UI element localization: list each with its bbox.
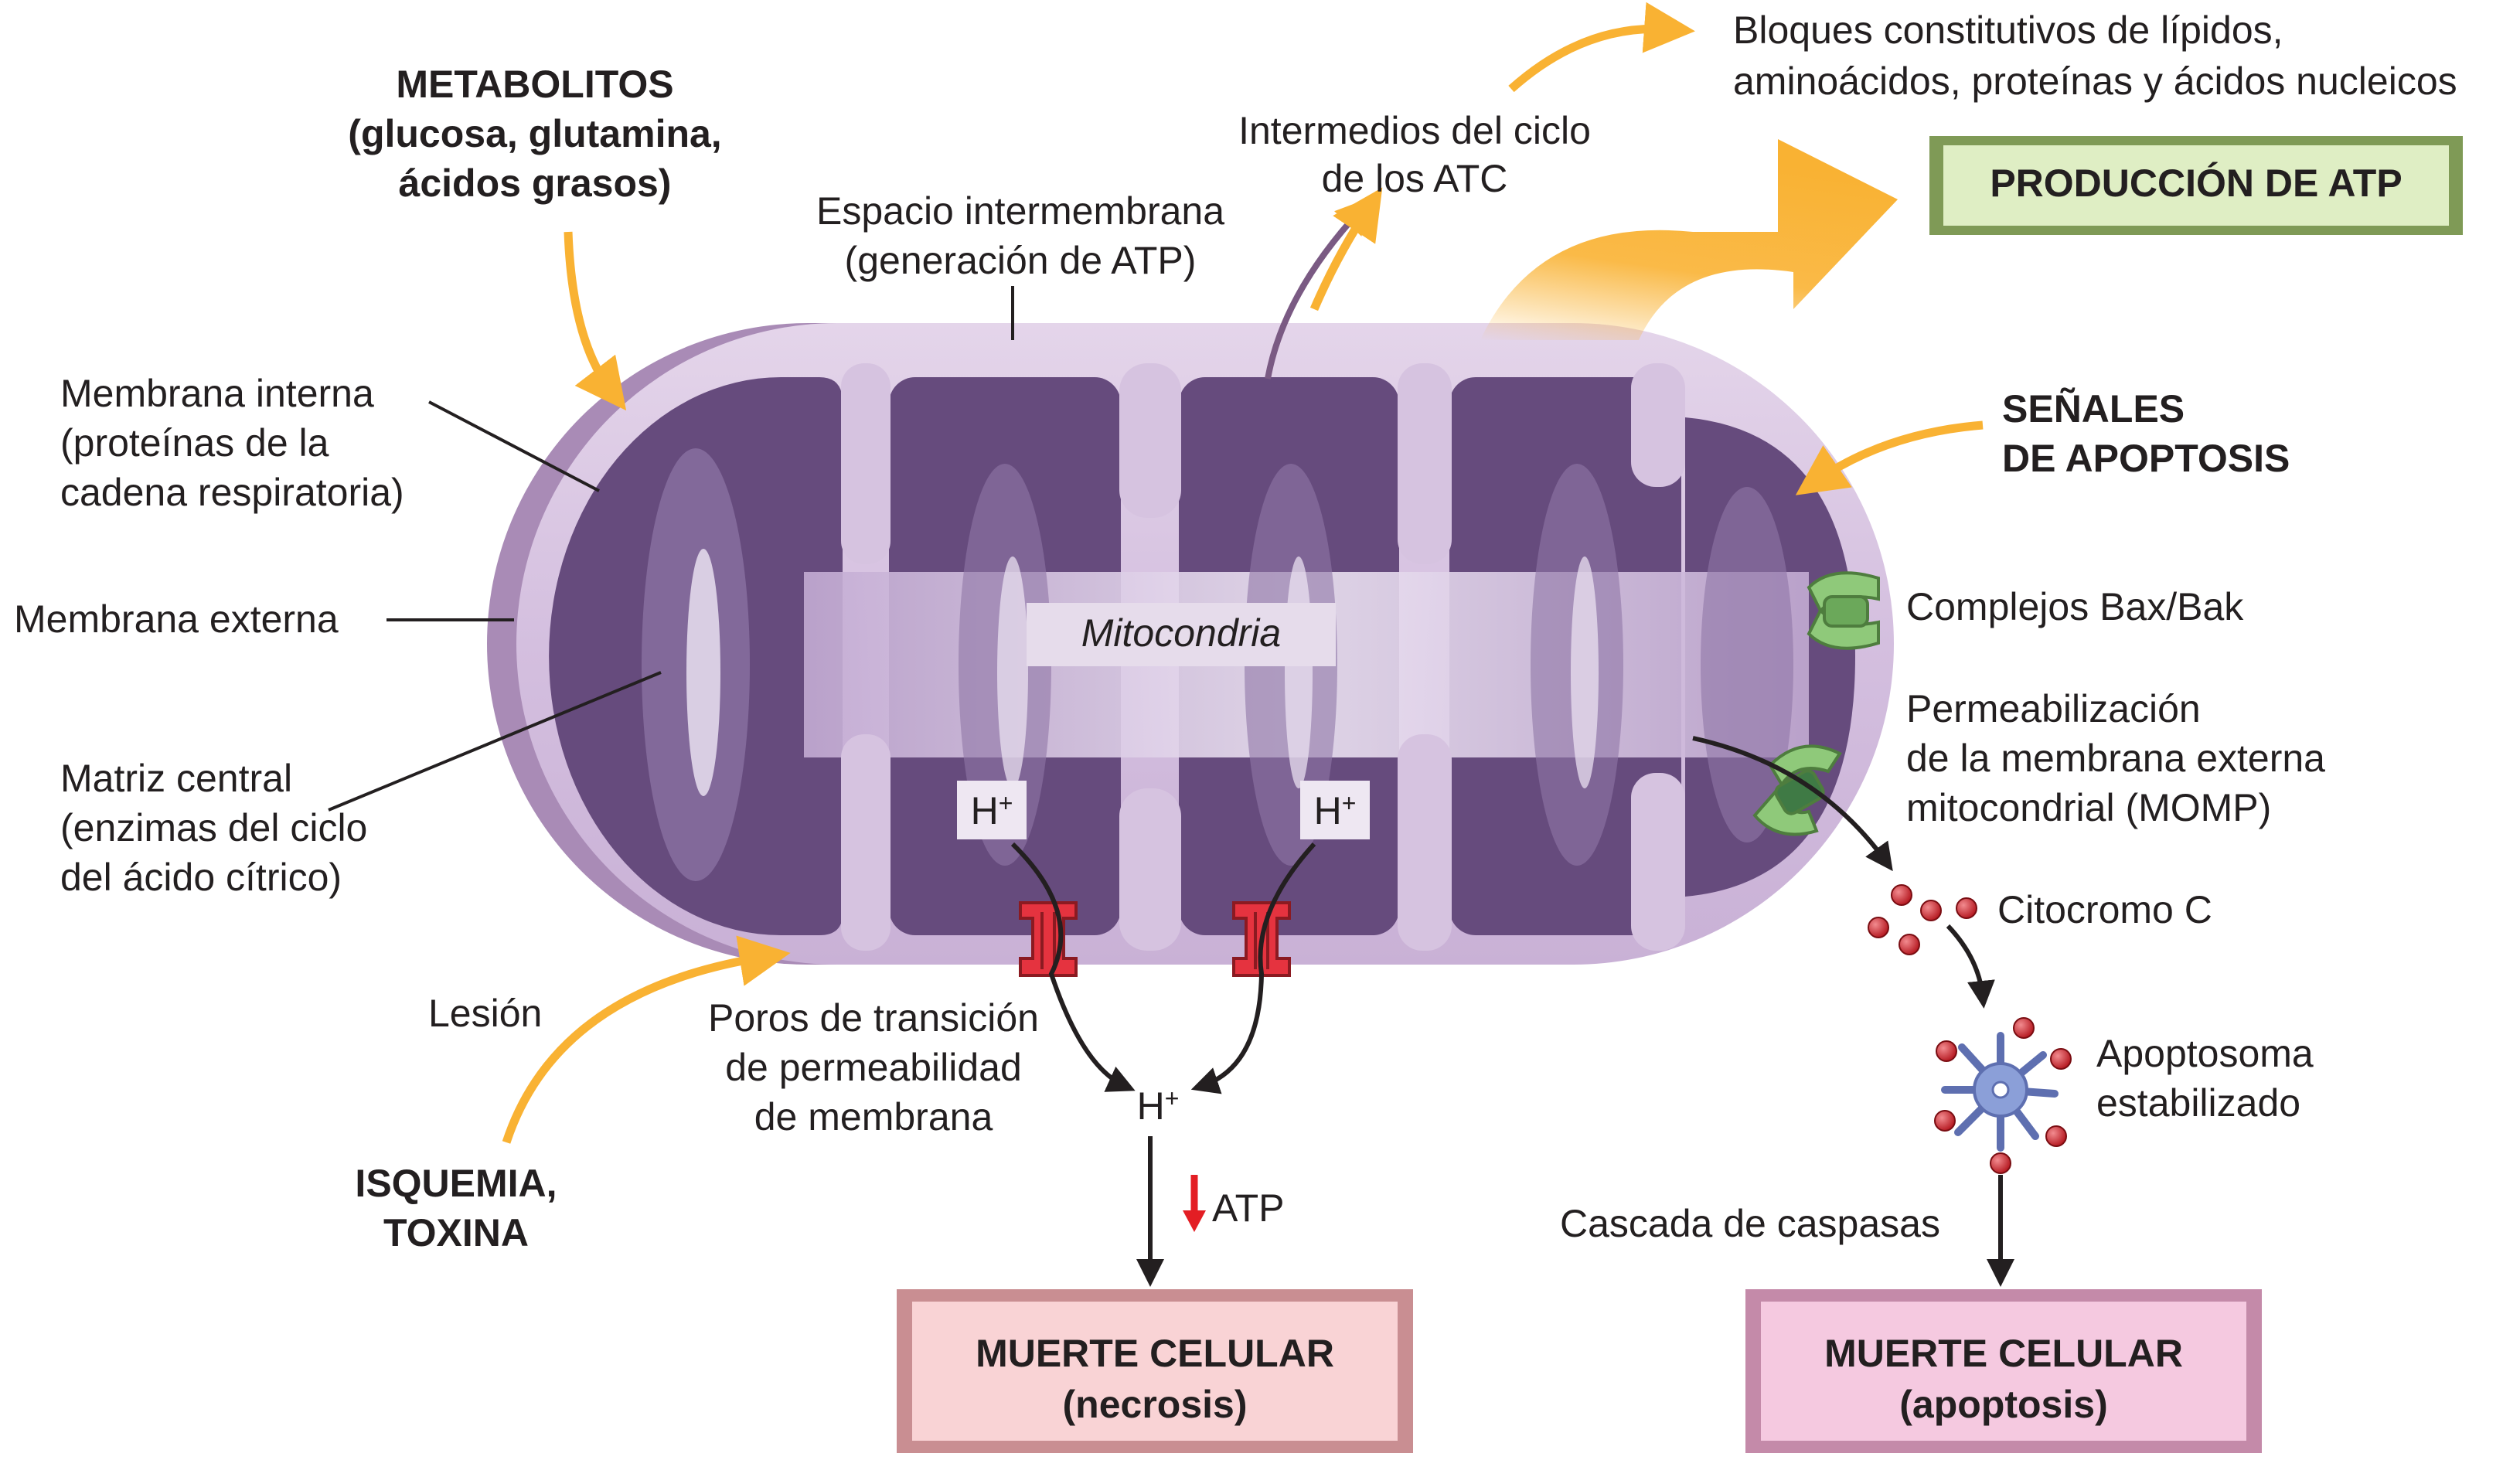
svg-text:cadena respiratoria): cadena respiratoria) [60, 471, 404, 514]
svg-text:(proteínas de la: (proteínas de la [60, 421, 329, 465]
svg-text:(glucosa, glutamina,: (glucosa, glutamina, [348, 112, 721, 155]
proton-flow-right [1190, 842, 1316, 1094]
svg-text:aminoácidos, proteínas y ácido: aminoácidos, proteínas y ácidos nucleico… [1733, 60, 2457, 103]
tca-intermediates-label: Intermedios del ciclo de los ATC [1238, 109, 1591, 200]
bax-bak-complex-upper [1807, 571, 1880, 650]
building-blocks-arrow [1508, 2, 1695, 93]
svg-text:Permeabilización: Permeabilización [1906, 687, 2201, 730]
svg-text:estabilizado: estabilizado [2096, 1081, 2300, 1125]
injury-label: Lesión [428, 992, 542, 1035]
svg-text:ISQUEMIA,: ISQUEMIA, [355, 1162, 557, 1205]
mitochondrion [487, 323, 1894, 965]
svg-text:Matriz central: Matriz central [60, 757, 292, 800]
svg-text:del ácido cítrico): del ácido cítrico) [60, 856, 342, 899]
svg-text:(generación de ATP): (generación de ATP) [845, 239, 1197, 282]
atp-decrease-icon [1183, 1175, 1206, 1232]
inner-membrane-label: Membrana interna (proteínas de la cadena… [60, 372, 404, 514]
atp-production-label: PRODUCCIÓN DE ATP [1990, 162, 2402, 205]
svg-text:Apoptosoma: Apoptosoma [2096, 1032, 2314, 1075]
inner-membrane-pointer [428, 400, 600, 492]
metabolites-arrow [564, 231, 627, 411]
metabolites-label: METABOLITOS (glucosa, glutamina, ácidos … [348, 63, 721, 205]
mitochondria-label-box [1027, 603, 1336, 666]
pointer-lines [328, 286, 1014, 812]
apoptosome-label: Apoptosoma estabilizado [2096, 1032, 2314, 1125]
cytochrome-c-molecules [1868, 884, 1977, 955]
atp-production-box: PRODUCCIÓN DE ATP [1929, 136, 2463, 235]
cytochrome-arrow [1946, 924, 1995, 1009]
svg-text:Poros de transición: Poros de transición [708, 996, 1039, 1040]
svg-text:ácidos grasos): ácidos grasos) [399, 162, 672, 205]
necrosis-box: MUERTE CELULAR (necrosis) [897, 1289, 1413, 1453]
svg-text:de permeabilidad: de permeabilidad [725, 1046, 1022, 1089]
svg-text:Intermedios del ciclo: Intermedios del ciclo [1238, 109, 1591, 152]
svg-text:de membrana: de membrana [754, 1095, 993, 1139]
atp-decrease-label: ATP [1212, 1186, 1285, 1230]
svg-text:de los ATC: de los ATC [1322, 157, 1508, 200]
orange-arrows [502, 2, 1984, 1144]
mpt-pores-label: Poros de transición de permeabilidad de … [708, 996, 1039, 1139]
mpt-pore-left [1019, 901, 1078, 977]
svg-text:Espacio intermembrana: Espacio intermembrana [816, 189, 1224, 233]
svg-text:Membrana interna: Membrana interna [60, 372, 374, 415]
svg-text:METABOLITOS: METABOLITOS [396, 63, 673, 106]
svg-text:TOXINA: TOXINA [383, 1211, 529, 1254]
mitochondria-label: Mitocondria [1081, 611, 1281, 655]
matrix [549, 377, 1855, 935]
proton-flow-left [1010, 842, 1136, 1092]
apoptosis-signals-arrow [1795, 420, 1984, 495]
apoptosis-box-line2: (apoptosis) [1899, 1383, 2107, 1426]
momp-arrow [1692, 736, 1893, 872]
cristae [841, 363, 1685, 951]
proton-box-right [1300, 781, 1370, 839]
apoptosis-box-line1: MUERTE CELULAR [1824, 1332, 2183, 1375]
central-matrix-label: Matriz central (enzimas del ciclo del ác… [60, 757, 367, 899]
apoptosome [1934, 1017, 2072, 1174]
svg-text:SEÑALES: SEÑALES [2002, 387, 2185, 431]
bax-bak-label: Complejos Bax/Bak [1906, 585, 2244, 628]
svg-text:mitocondrial (MOMP): mitocondrial (MOMP) [1906, 786, 2271, 829]
caspase-cascade-label: Cascada de caspasas [1560, 1202, 1940, 1245]
intermembrane-label: Espacio intermembrana (generación de ATP… [816, 189, 1224, 282]
outer-membrane-label: Membrana externa [14, 597, 339, 641]
necrosis-box-line1: MUERTE CELULAR [976, 1332, 1334, 1375]
necrosis-box-line2: (necrosis) [1063, 1383, 1248, 1426]
ischemia-toxin-label: ISQUEMIA, TOXINA [355, 1162, 557, 1254]
process-arrows [1010, 736, 2014, 1287]
injury-arrow [502, 935, 791, 1144]
svg-text:DE APOPTOSIS: DE APOPTOSIS [2002, 437, 2290, 480]
proton-box-left [957, 781, 1027, 839]
matrix-pointer [328, 671, 662, 812]
proton-released-label: H+ [1137, 1084, 1180, 1128]
apoptosis-signals-label: SEÑALES DE APOPTOSIS [2002, 387, 2290, 480]
atp-production-arrow [1480, 139, 1898, 340]
svg-text:Bloques constitutivos de lípid: Bloques constitutivos de lípidos, [1733, 9, 2283, 52]
svg-text:(enzimas del ciclo: (enzimas del ciclo [60, 806, 367, 849]
apoptosis-box: MUERTE CELULAR (apoptosis) [1745, 1289, 2262, 1453]
momp-label: Permeabilización de la membrana externa … [1906, 687, 2325, 829]
building-blocks-label: Bloques constitutivos de lípidos, aminoá… [1733, 9, 2457, 103]
svg-text:de la membrana externa: de la membrana externa [1906, 737, 2325, 780]
cytochrome-c-label: Citocromo C [1997, 888, 2212, 931]
